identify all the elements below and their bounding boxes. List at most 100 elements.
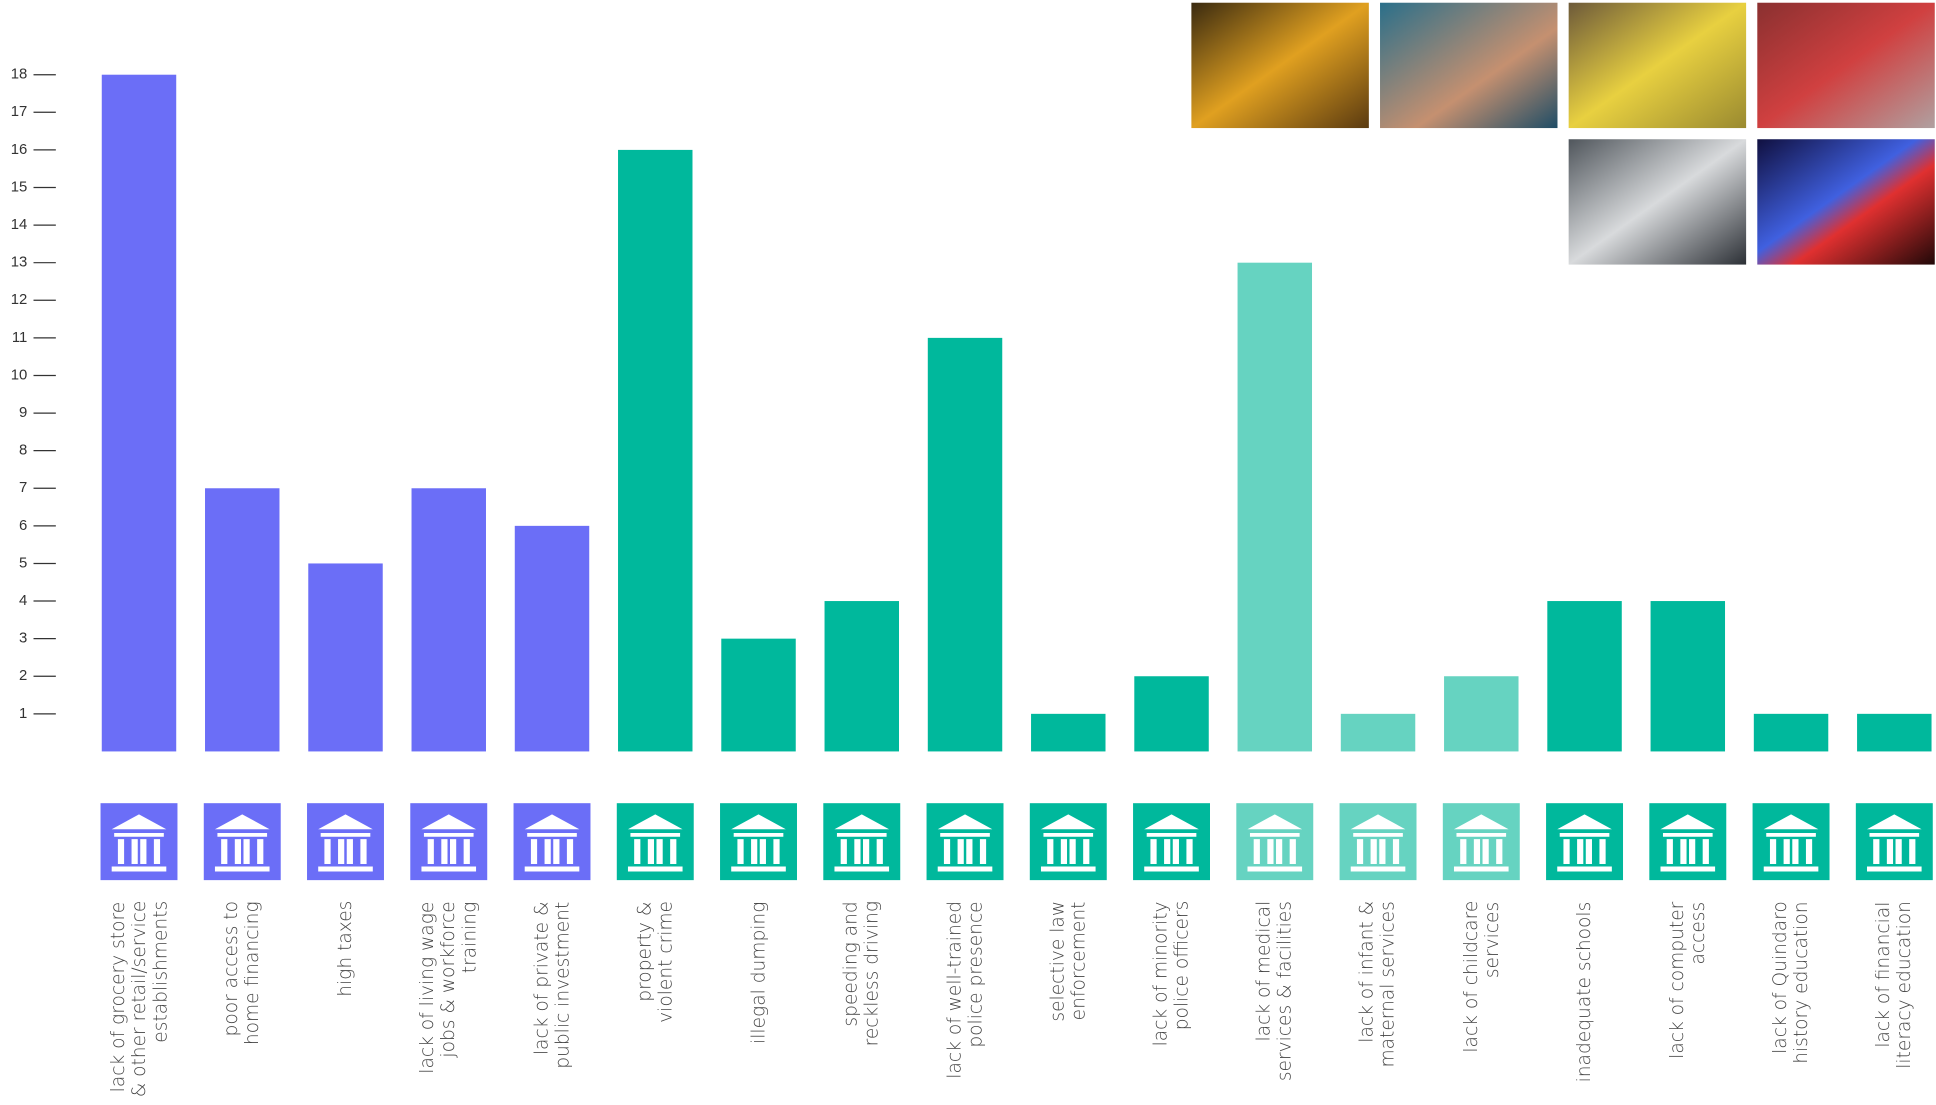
bar [721,638,796,752]
x-tick-label: lack of computer access [1665,901,1709,1059]
x-label-box: lack of computer access [1636,901,1739,1105]
bar [1857,713,1932,752]
y-tick-label: 17 [11,104,28,120]
x-label-box: selective law enforcement [1017,901,1120,1105]
icon [1339,803,1417,881]
x-label-wrap: lack of computer access [1636,901,1739,1105]
icon-shape [214,814,270,872]
icon [307,803,384,881]
y-tick-label: 13 [11,255,28,271]
x-label-box: lack of financial literacy education [1871,901,1916,1069]
photo [1380,2,1558,129]
icon-shape [731,814,786,872]
bar [1134,676,1209,752]
y-tick-label: 15 [11,179,28,195]
x-label-box: lack of grocery store & other retail/ser… [87,901,190,1105]
x-label-wrap: poor access to home financing [191,901,294,1105]
x-label-box: lack of childcare services [1430,901,1533,1105]
x-label-box: lack of medical services & facilities [1223,901,1326,1105]
icon-shape [1144,814,1199,872]
x-tick-label: lack of childcare services [1458,901,1503,1054]
bar [101,74,177,752]
x-tick-label: high taxes [333,901,357,998]
y-tick-label: 2 [19,668,27,684]
photo [1568,139,1747,265]
y-tick-label: 9 [19,405,27,421]
x-tick-label: lack of Quindaro history education [1768,901,1813,1064]
x-tick-label: lack of well-trained police presence [942,901,987,1079]
icon [1752,803,1830,881]
y-tick-label: 8 [19,443,27,459]
bar [824,601,899,752]
y-tick-label: 4 [19,593,27,609]
icon [1649,803,1727,881]
x-label-wrap: selective law enforcement [1017,901,1120,1105]
x-tick-label: inadequate schools [1572,901,1596,1082]
bar [205,488,280,752]
bar [1340,713,1416,752]
bar [411,488,486,752]
y-tick-label: 11 [12,330,27,346]
x-tick-label: lack of financial literacy education [1871,901,1916,1069]
icon [410,803,488,881]
photo [1191,2,1369,129]
x-label-box: poor access to home financing [191,901,294,1105]
x-label-wrap: lack of well-trained police presence [914,901,1017,1105]
x-label-box: speeding and reckless driving [810,901,913,1105]
bar [308,563,383,752]
x-tick-label: speeding and reckless driving [839,901,883,1047]
x-label-wrap: lack of infant & maternal services [1327,901,1430,1105]
bar [1650,601,1726,752]
y-tick-label: 12 [11,292,28,308]
icon [513,803,591,881]
icon-shape [834,814,890,872]
x-tick-label: illegal dumping [746,901,770,1044]
x-tick-label: poor access to home financing [219,901,264,1046]
x-tick-label: lack of grocery store & other retail/ser… [106,901,171,1098]
icon [1133,803,1210,881]
icon [1855,803,1933,881]
x-label-box: high taxes [333,901,357,998]
x-label-box: lack of private & public investment [501,901,604,1105]
y-tick-label: 5 [19,555,27,571]
x-label-box: lack of Quindaro history education [1740,901,1843,1105]
icon-shape [1247,814,1303,872]
x-label-wrap: lack of private & public investment [501,901,604,1105]
icon [1029,803,1107,881]
icon-shape [111,814,167,872]
x-label-wrap: lack of medical services & facilities [1223,901,1326,1105]
photo [1757,139,1935,265]
icon-shape [1763,814,1819,872]
icon-shape [1660,814,1716,872]
x-label-wrap: lack of Quindaro history education [1740,901,1843,1105]
x-label-wrap: speeding and reckless driving [810,901,913,1105]
icon [823,803,901,881]
photo [1757,2,1935,129]
bar [1444,676,1519,752]
x-tick-label: selective law enforcement [1045,901,1090,1022]
photo [1568,2,1747,129]
x-label-wrap: illegal dumping [707,901,810,1105]
bar [1237,262,1313,752]
bar [618,149,693,752]
x-label-box: lack of minority police officers [1149,901,1193,1047]
x-tick-label: lack of medical services & facilities [1252,901,1296,1082]
x-label-wrap: property & violent crime [604,901,707,1105]
bar [927,337,1003,752]
y-tick-label: 14 [11,217,28,233]
x-label-wrap: lack of childcare services [1430,901,1533,1105]
y-tick-label: 1 [19,706,27,722]
bar [514,525,590,752]
x-tick-label: lack of minority police officers [1149,901,1193,1047]
icon-shape [524,814,580,872]
x-tick-label: lack of living wage jobs & workforce tra… [415,901,481,1074]
x-label-box: lack of well-trained police presence [914,901,1017,1105]
x-label-wrap: lack of living wage jobs & workforce tra… [397,901,500,1105]
x-label-wrap: lack of grocery store & other retail/ser… [87,901,190,1105]
icon-shape [421,814,477,872]
icon [100,803,178,881]
icon-shape [318,814,373,872]
x-label-box: lack of living wage jobs & workforce tra… [397,901,500,1105]
icon-shape [1866,814,1922,872]
x-label-box: lack of infant & maternal services [1327,901,1430,1105]
